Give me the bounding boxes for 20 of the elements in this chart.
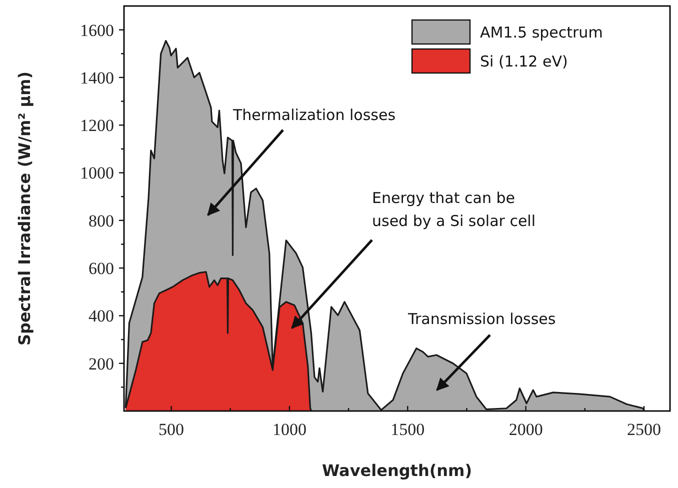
x-tick-label: 2500 [627, 420, 661, 439]
y-axis-title: Spectral Irradiance (W/m² µm) [15, 71, 34, 346]
x-tick-label: 1500 [390, 420, 425, 439]
legend-label: Si (1.12 eV) [480, 52, 568, 70]
annotation: Transmission losses [407, 310, 556, 328]
y-tick-label: 1200 [80, 116, 114, 136]
annotation: Energy that can be used by a Si solar cell [372, 189, 536, 230]
x-tick-label: 2000 [508, 420, 543, 439]
x-tick-label: 1000 [272, 420, 306, 439]
y-tick-label: 1400 [80, 68, 114, 88]
x-axis-title: Wavelength(nm) [322, 461, 472, 480]
annotation: Thermalization losses [232, 106, 396, 124]
y-tick-label: 1600 [80, 20, 114, 40]
y-tick-label: 800 [88, 211, 114, 230]
y-tick-label: 600 [88, 259, 114, 278]
legend-label: AM1.5 spectrum [480, 23, 603, 42]
y-tick-label: 1000 [80, 164, 114, 183]
y-tick-label: 400 [88, 306, 114, 326]
y-tick-label: 200 [88, 354, 114, 374]
x-tick-label: 500 [158, 420, 184, 439]
